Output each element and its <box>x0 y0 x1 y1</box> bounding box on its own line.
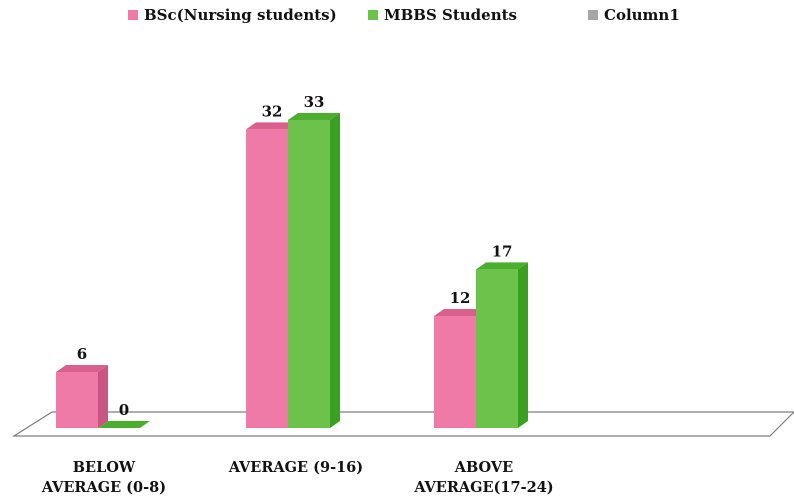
bar-1-2 <box>246 129 288 429</box>
legend: BSc(Nursing students) MBBS Students Column… <box>128 6 680 24</box>
bars <box>56 113 528 429</box>
data-label-2-1: 0 <box>119 401 129 419</box>
bar-2-2 <box>288 120 330 428</box>
legend-swatch-1 <box>128 10 138 20</box>
data-labels: 6 32 12 0 33 17 <box>77 93 513 419</box>
legend-swatch-2 <box>368 10 378 20</box>
bar-top-1-1 <box>56 365 108 372</box>
bar-top-2-3 <box>476 262 528 270</box>
data-label-1-1: 6 <box>77 345 87 363</box>
chart-floor <box>11 411 794 437</box>
category-label-1-line-1: BELOW <box>73 459 136 476</box>
bar-1-3 <box>434 316 476 428</box>
bar-2-3 <box>476 269 518 428</box>
bar-top-1-3 <box>434 309 486 316</box>
category-labels: BELOW AVERAGE (0-8) AVERAGE (9-16) ABOVE AVE… <box>41 459 554 496</box>
legend-label-2: MBBS Students <box>384 6 517 24</box>
bar-top-1-2 <box>246 122 298 130</box>
bar-1-1 <box>56 372 98 428</box>
category-label-3-line-1: ABOVE <box>454 459 513 476</box>
data-label-2-3: 17 <box>492 242 513 260</box>
legend-label-1: BSc(Nursing students) <box>144 6 337 24</box>
data-label-2-2: 33 <box>304 93 325 111</box>
legend-label-3: Column1 <box>604 6 680 24</box>
bar-side-2-3 <box>518 262 528 428</box>
category-label-2-line-1: AVERAGE (9-16) <box>228 459 363 476</box>
bar-side-2-2 <box>330 113 340 428</box>
bar-top-2-1 <box>98 421 150 428</box>
bar-side-1-1 <box>98 365 108 428</box>
category-label-1-line-2: AVERAGE (0-8) <box>41 479 166 496</box>
legend-swatch-3 <box>588 10 598 20</box>
bar-top-2-2 <box>288 113 340 120</box>
category-label-3-line-2: AVERAGE(17-24) <box>413 479 553 496</box>
data-label-1-2: 32 <box>262 102 283 120</box>
data-label-1-3: 12 <box>450 289 471 307</box>
